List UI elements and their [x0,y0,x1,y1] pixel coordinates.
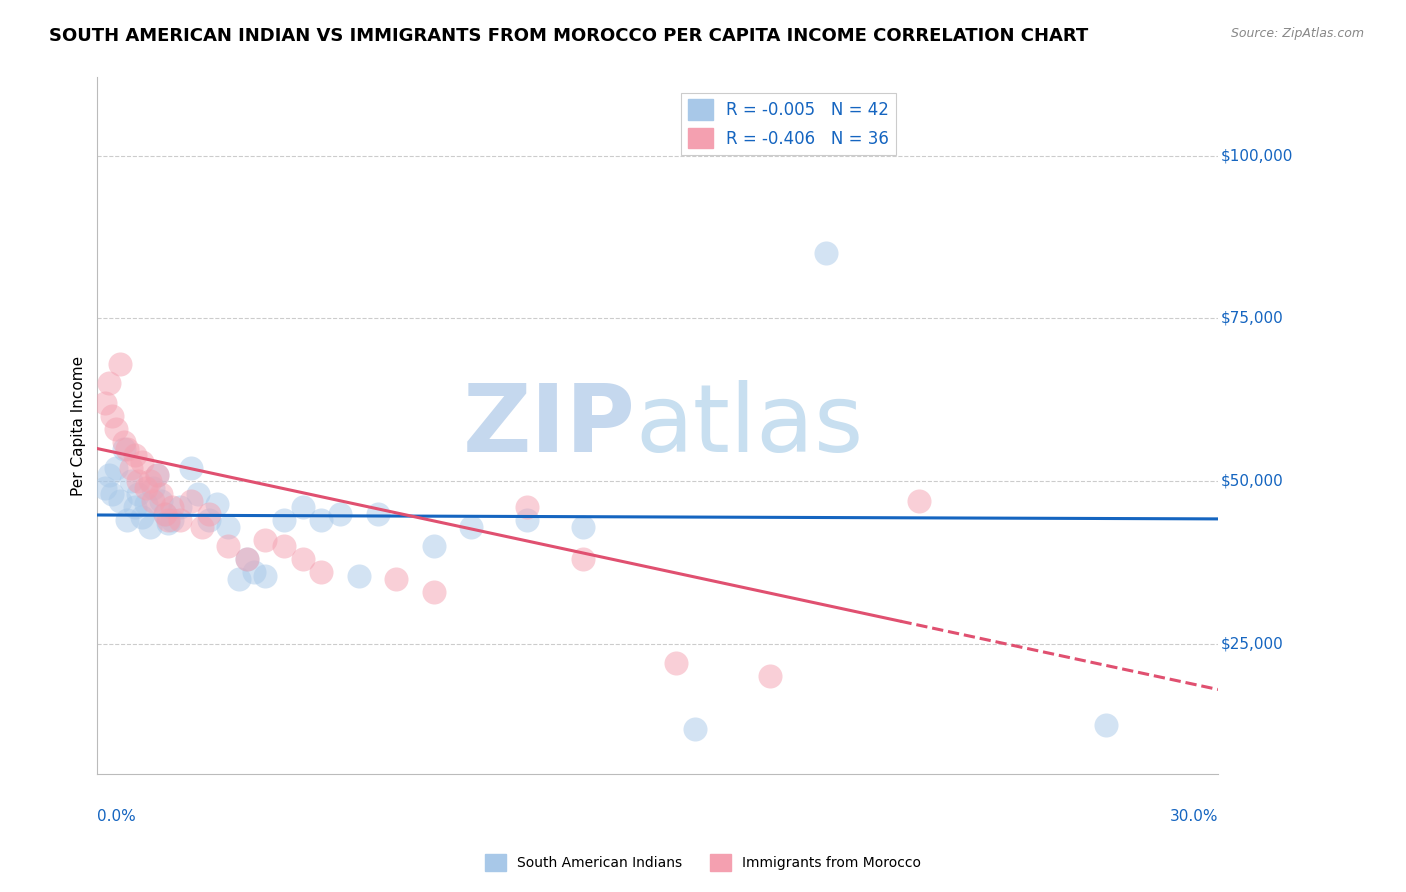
Point [180,461,202,475]
Point [460,519,482,533]
Point [135,497,157,511]
Point [94,396,117,410]
Text: Source: ZipAtlas.com: Source: ZipAtlas.com [1230,27,1364,40]
Text: 0.0%: 0.0% [97,809,136,824]
Point [101,487,124,501]
Point [291,552,314,566]
Point [101,409,124,423]
Point [108,493,131,508]
Point [157,513,180,527]
Point [422,539,444,553]
Point [169,500,191,515]
Y-axis label: Per Capita Income: Per Capita Income [72,356,86,496]
Point [120,461,142,475]
Point [291,500,314,515]
Point [758,669,780,683]
Point [236,552,259,566]
Point [115,513,138,527]
Point [572,519,595,533]
Point [146,467,169,482]
Point [180,493,202,508]
Point [516,500,538,515]
Point [228,572,250,586]
Point [149,487,172,501]
Point [124,448,146,462]
Point [124,500,146,515]
Point [516,513,538,527]
Point [422,584,444,599]
Point [385,572,408,586]
Point [198,507,221,521]
Point [153,507,176,521]
Point [273,513,295,527]
Point [127,474,149,488]
Point [142,481,165,495]
Point [572,552,595,566]
Point [108,357,131,371]
Point [243,566,266,580]
Point [198,513,221,527]
Point [908,493,931,508]
Point [120,474,142,488]
Text: atlas: atlas [636,380,863,472]
Point [347,568,370,582]
Legend: South American Indians, Immigrants from Morocco: South American Indians, Immigrants from … [479,848,927,876]
Point [105,422,128,436]
Point [94,481,117,495]
Point [217,519,239,533]
Point [254,533,277,547]
Text: ZIP: ZIP [463,380,636,472]
Point [236,552,259,566]
Point [1095,718,1118,732]
Text: $100,000: $100,000 [1220,148,1292,163]
Point [169,513,191,527]
Point [149,493,172,508]
Point [131,454,153,468]
Point [135,481,157,495]
Point [191,519,214,533]
Point [112,435,135,450]
Point [160,500,183,515]
Text: SOUTH AMERICAN INDIAN VS IMMIGRANTS FROM MOROCCO PER CAPITA INCOME CORRELATION C: SOUTH AMERICAN INDIAN VS IMMIGRANTS FROM… [49,27,1088,45]
Point [97,376,120,391]
Point [138,474,160,488]
Point [112,442,135,456]
Point [160,513,183,527]
Point [329,507,352,521]
Point [254,568,277,582]
Point [157,516,180,531]
Point [127,487,149,501]
Text: $50,000: $50,000 [1220,474,1284,489]
Point [311,566,333,580]
Point [146,467,169,482]
Point [97,467,120,482]
Point [142,493,165,508]
Legend: R = -0.005   N = 42, R = -0.406   N = 36: R = -0.005 N = 42, R = -0.406 N = 36 [682,93,896,155]
Point [138,519,160,533]
Text: $75,000: $75,000 [1220,310,1284,326]
Point [131,510,153,524]
Point [273,539,295,553]
Point [187,487,209,501]
Point [205,497,228,511]
Point [814,246,837,260]
Point [115,442,138,456]
Text: 30.0%: 30.0% [1170,809,1218,824]
Point [217,539,239,553]
Point [105,461,128,475]
Point [153,507,176,521]
Point [683,722,706,736]
Point [311,513,333,527]
Point [367,507,389,521]
Text: $25,000: $25,000 [1220,636,1284,651]
Point [665,657,688,671]
